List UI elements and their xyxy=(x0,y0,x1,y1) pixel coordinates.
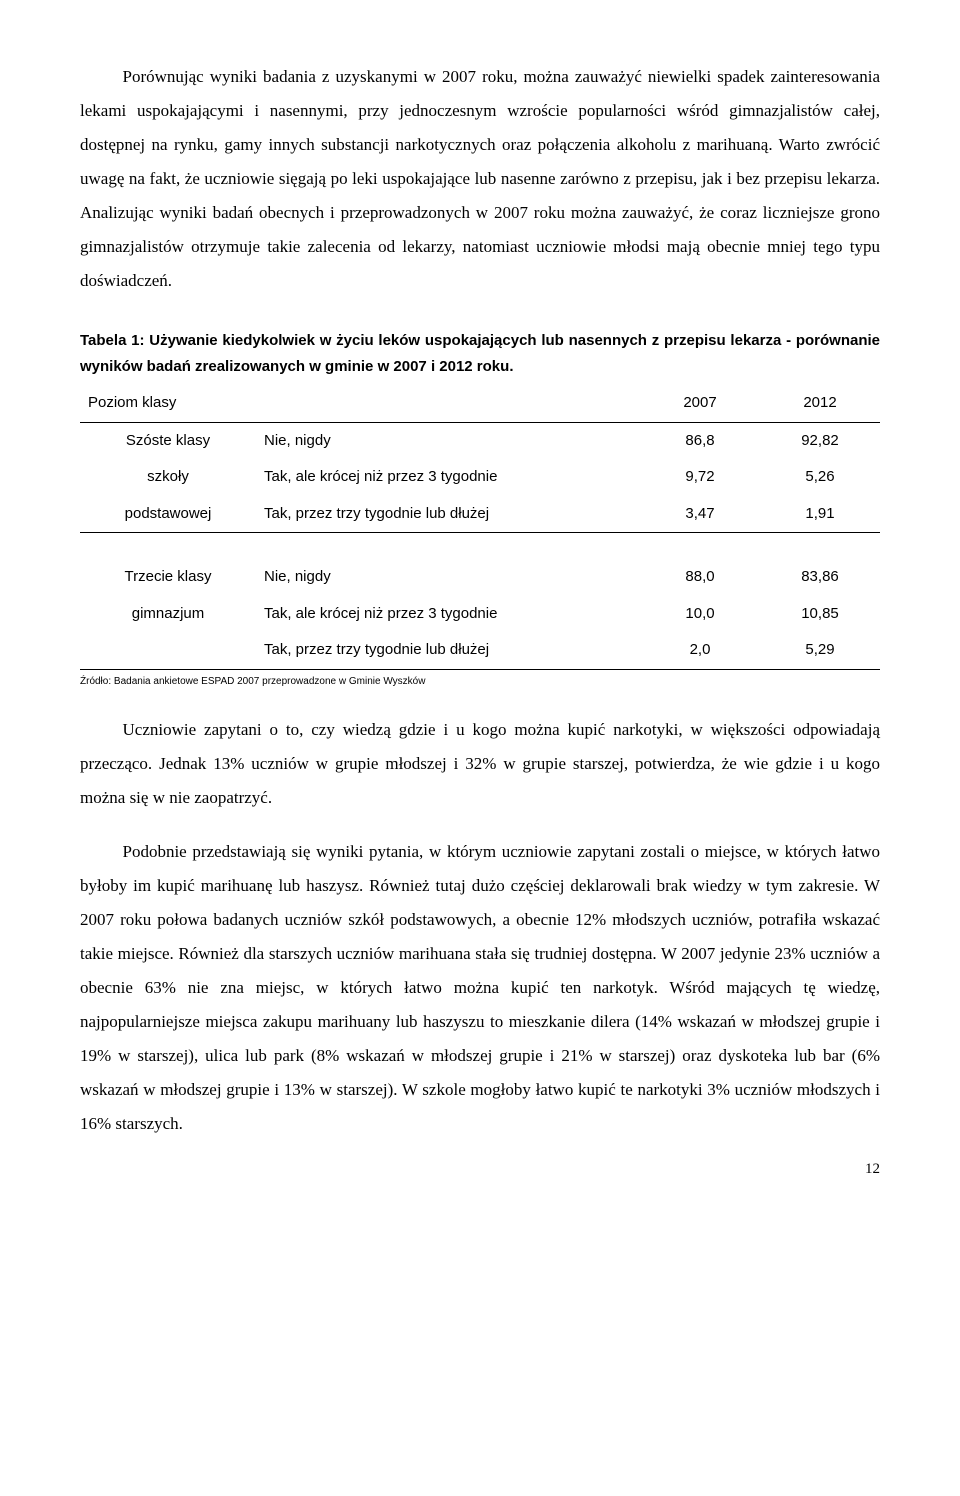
group-cell: gimnazjum xyxy=(80,596,256,633)
paragraph-2: Uczniowie zapytani o to, czy wiedzą gdzi… xyxy=(80,713,880,815)
table-caption: Tabela 1: Używanie kiedykolwiek w życiu … xyxy=(80,328,880,379)
table-row: Trzecie klasy Nie, nigdy 88,0 83,86 xyxy=(80,559,880,596)
page-number: 12 xyxy=(80,1161,880,1178)
group-cell: szkoły xyxy=(80,459,256,496)
paragraph-1: Porównując wyniki badania z uzyskanymi w… xyxy=(80,60,880,298)
header-year-2: 2012 xyxy=(760,385,880,422)
value-cell: 88,0 xyxy=(640,559,760,596)
value-cell: 92,82 xyxy=(760,422,880,459)
group-cell: Trzecie klasy xyxy=(80,559,256,596)
table-row: gimnazjum Tak, ale krócej niż przez 3 ty… xyxy=(80,596,880,633)
value-cell: 9,72 xyxy=(640,459,760,496)
paragraph-3: Podobnie przedstawiają się wyniki pytani… xyxy=(80,835,880,1141)
table-row: szkoły Tak, ale krócej niż przez 3 tygod… xyxy=(80,459,880,496)
table-row: podstawowej Tak, przez trzy tygodnie lub… xyxy=(80,496,880,533)
value-cell: 3,47 xyxy=(640,496,760,533)
label-cell: Tak, ale krócej niż przez 3 tygodnie xyxy=(256,596,640,633)
table-row: Szóste klasy Nie, nigdy 86,8 92,82 xyxy=(80,422,880,459)
value-cell: 1,91 xyxy=(760,496,880,533)
value-cell: 86,8 xyxy=(640,422,760,459)
header-year-1: 2007 xyxy=(640,385,760,422)
header-group: Poziom klasy xyxy=(80,385,256,422)
data-table: Poziom klasy 2007 2012 Szóste klasy Nie,… xyxy=(80,385,880,670)
label-cell: Tak, przez trzy tygodnie lub dłużej xyxy=(256,496,640,533)
group-cell: Szóste klasy xyxy=(80,422,256,459)
value-cell: 10,85 xyxy=(760,596,880,633)
label-cell: Nie, nigdy xyxy=(256,559,640,596)
header-label xyxy=(256,385,640,422)
group-cell xyxy=(80,632,256,669)
value-cell: 10,0 xyxy=(640,596,760,633)
table-spacer xyxy=(80,533,880,560)
value-cell: 83,86 xyxy=(760,559,880,596)
value-cell: 2,0 xyxy=(640,632,760,669)
value-cell: 5,29 xyxy=(760,632,880,669)
table-source: Źródło: Badania ankietowe ESPAD 2007 prz… xyxy=(80,676,880,687)
table-header-row: Poziom klasy 2007 2012 xyxy=(80,385,880,422)
value-cell: 5,26 xyxy=(760,459,880,496)
label-cell: Nie, nigdy xyxy=(256,422,640,459)
group-cell: podstawowej xyxy=(80,496,256,533)
table-row: Tak, przez trzy tygodnie lub dłużej 2,0 … xyxy=(80,632,880,669)
label-cell: Tak, ale krócej niż przez 3 tygodnie xyxy=(256,459,640,496)
label-cell: Tak, przez trzy tygodnie lub dłużej xyxy=(256,632,640,669)
